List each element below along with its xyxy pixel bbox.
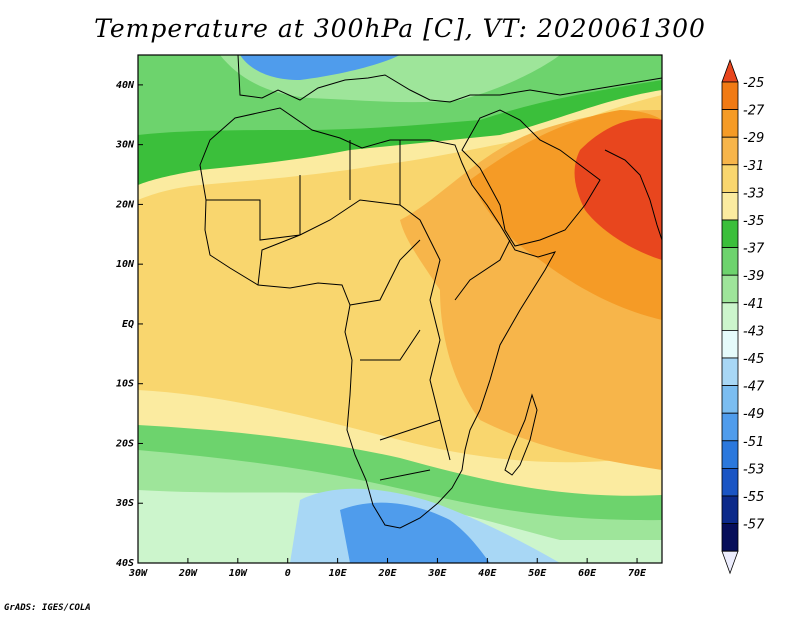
lat-tick-label: 30N [115,140,135,151]
lon-tick-label: 10E [329,568,348,579]
colorbar: -25 -27 -29 -31 -33 -35 -37 -39 -41 -43 -45 -47 -49 -… [721,58,765,575]
lon-tick-label: 30W [128,568,148,579]
colorbar-swatch [721,219,739,249]
colorbar-swatch [721,302,739,331]
longitude-axis: 30W 20W 10W 0 10E 20E 30E 40E 50E 60E 70E [128,558,647,579]
field-north-blue [240,55,400,80]
lon-tick-label: 70E [628,568,647,579]
colorbar-label: -41 [743,297,764,312]
lat-tick-label: 40S [116,558,134,569]
colorbar-label: -27 [743,104,765,119]
colorbar-swatch [721,191,739,221]
colorbar-swatch [721,274,739,304]
map-title: Temperature at 300hPa [C], VT: 202006130… [94,14,706,43]
colorbar-label: -25 [743,76,764,91]
lat-tick-label: 10S [116,379,134,390]
colorbar-swatch [721,357,739,387]
colorbar-swatch [721,136,739,166]
colorbar-label: -57 [743,518,765,533]
lon-tick-label: 20E [377,568,397,579]
country-borders [206,140,511,481]
madagascar-coastline [504,393,538,476]
colorbar-label: -33 [743,186,764,201]
colorbar-label: -37 [743,242,765,257]
field-south-dark-blue [340,502,490,563]
latitude-axis: 40N 30N 20N 10N EQ 10S 20S 30S 40S [115,80,143,569]
colorbar-label: -35 [743,214,764,229]
colorbar-bottom-arrow [721,550,739,575]
arabia-coastline [461,109,601,247]
colorbar-label: -31 [743,159,764,174]
africa-coastline [199,107,557,529]
colorbar-swatch [721,329,739,359]
colorbar-swatch [721,467,739,497]
lat-tick-label: 20N [115,199,135,210]
colorbar-top-arrow [721,58,739,83]
colorbar-swatch [721,247,739,276]
colorbar-label: -43 [743,324,764,339]
colorbar-swatch [721,385,739,414]
colorbar-swatch [721,440,739,469]
lon-tick-label: 50E [528,568,547,579]
lon-tick-label: 30E [427,568,447,579]
lon-tick-label: 10W [229,568,248,579]
colorbar-label: -39 [743,269,764,284]
temperature-field [138,55,662,563]
europe-coastline [237,55,662,103]
lat-tick-label: 20S [115,438,134,449]
colorbar-label: -55 [743,490,764,505]
lat-tick-label: 40N [116,80,135,91]
colorbar-swatch [721,523,739,552]
lon-tick-label: 20W [178,568,198,579]
colorbar-label: -45 [743,352,764,367]
colorbar-swatch [721,495,739,525]
lat-tick-label: EQ [122,319,134,330]
field-hot [574,118,662,260]
colorbar-label: -53 [743,462,764,477]
lat-tick-label: 10N [116,259,135,270]
colorbar-swatch [721,412,739,442]
colorbar-swatch [721,164,739,193]
lon-tick-label: 40E [478,568,497,579]
india-coastline [604,149,662,241]
plot-frame [137,54,663,564]
colorbar-label: -51 [743,435,764,450]
lon-tick-label: 0 [285,568,291,579]
lon-tick-label: 60E [578,568,597,579]
colorbar-label: -49 [743,407,764,422]
lat-tick-label: 30S [115,498,134,509]
colorbar-label: -47 [743,380,765,395]
colorbar-label: -29 [743,131,764,146]
coastlines [199,55,662,529]
colorbar-swatch [721,109,739,138]
colorbar-swatch [721,81,739,111]
grads-credit: GrADS: IGES/COLA [4,603,91,613]
